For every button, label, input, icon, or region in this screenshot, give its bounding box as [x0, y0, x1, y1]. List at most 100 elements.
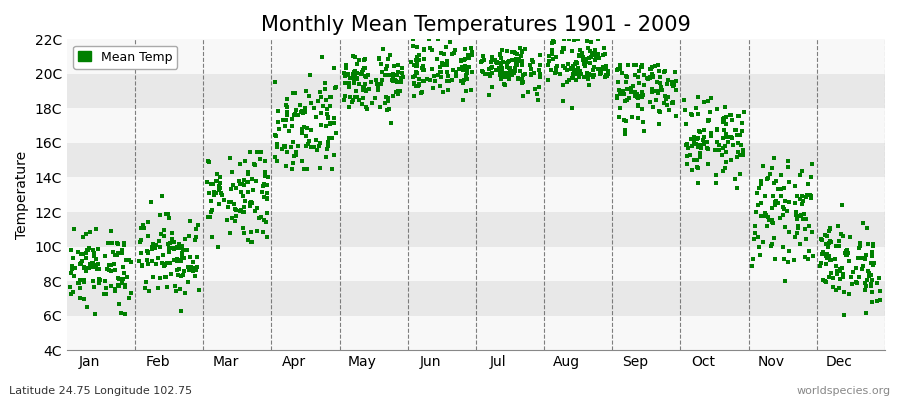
- Point: [378, 72, 392, 78]
- Point: [212, 183, 226, 189]
- Point: [618, 79, 633, 86]
- Point: [631, 74, 645, 80]
- Point: [501, 59, 516, 66]
- Point: [719, 149, 733, 156]
- Point: [802, 248, 816, 254]
- Point: [145, 244, 159, 250]
- Point: [549, 64, 563, 71]
- Point: [384, 77, 399, 84]
- Point: [868, 259, 882, 266]
- Point: [726, 142, 741, 148]
- Point: [645, 86, 660, 92]
- Point: [759, 212, 773, 218]
- Point: [618, 131, 633, 138]
- Point: [790, 230, 805, 236]
- Point: [562, 36, 577, 42]
- Point: [716, 119, 731, 126]
- Point: [841, 250, 855, 256]
- Point: [464, 52, 479, 58]
- Point: [410, 62, 425, 69]
- Point: [580, 71, 594, 78]
- Point: [137, 225, 151, 231]
- Point: [382, 56, 396, 62]
- Point: [669, 113, 683, 119]
- Point: [260, 190, 274, 196]
- Point: [191, 222, 205, 228]
- Point: [624, 84, 638, 91]
- Point: [512, 56, 526, 63]
- Point: [669, 87, 683, 93]
- Point: [615, 69, 629, 76]
- Point: [546, 56, 561, 62]
- Point: [416, 67, 430, 74]
- Point: [295, 158, 310, 164]
- Point: [585, 52, 599, 58]
- Point: [596, 52, 610, 58]
- Point: [178, 290, 193, 296]
- Point: [133, 239, 148, 245]
- Point: [869, 298, 884, 305]
- Point: [151, 238, 166, 244]
- Point: [544, 51, 559, 57]
- Point: [776, 244, 790, 250]
- Point: [805, 229, 819, 235]
- Point: [760, 175, 774, 182]
- Point: [679, 121, 693, 127]
- Point: [225, 182, 239, 188]
- Point: [236, 209, 250, 216]
- Point: [493, 72, 508, 78]
- Point: [829, 263, 843, 269]
- Point: [700, 145, 715, 152]
- Point: [768, 202, 782, 208]
- Point: [310, 147, 324, 153]
- Point: [611, 65, 625, 72]
- Point: [724, 117, 739, 123]
- Point: [184, 218, 198, 224]
- Point: [620, 97, 634, 104]
- Point: [754, 181, 769, 187]
- Point: [719, 131, 733, 138]
- Point: [777, 184, 791, 191]
- Point: [162, 249, 176, 255]
- Point: [516, 72, 530, 78]
- Point: [434, 74, 448, 80]
- Point: [186, 265, 201, 272]
- Point: [86, 260, 101, 266]
- Point: [427, 85, 441, 92]
- Point: [327, 115, 341, 122]
- Point: [278, 117, 293, 124]
- Point: [148, 261, 163, 267]
- Point: [687, 140, 701, 146]
- Point: [201, 158, 215, 164]
- Point: [556, 46, 571, 52]
- Point: [643, 74, 657, 81]
- Point: [97, 291, 112, 298]
- Point: [544, 67, 558, 74]
- Point: [780, 208, 795, 214]
- Point: [65, 263, 79, 269]
- Point: [770, 198, 784, 204]
- Point: [412, 82, 427, 89]
- Point: [159, 260, 174, 266]
- Point: [575, 53, 590, 60]
- Point: [358, 87, 373, 94]
- Point: [407, 80, 421, 87]
- Point: [167, 238, 182, 245]
- Point: [652, 109, 667, 115]
- Point: [70, 280, 85, 286]
- Point: [241, 169, 256, 175]
- Point: [188, 234, 202, 240]
- Point: [657, 100, 671, 106]
- Point: [586, 67, 600, 73]
- Point: [286, 90, 301, 97]
- Point: [629, 94, 643, 100]
- Point: [590, 36, 605, 42]
- Point: [82, 265, 96, 272]
- Point: [439, 69, 454, 76]
- Point: [556, 36, 571, 42]
- Point: [356, 64, 371, 71]
- Point: [799, 192, 814, 198]
- Point: [102, 266, 116, 273]
- Point: [781, 199, 796, 205]
- Point: [745, 256, 760, 262]
